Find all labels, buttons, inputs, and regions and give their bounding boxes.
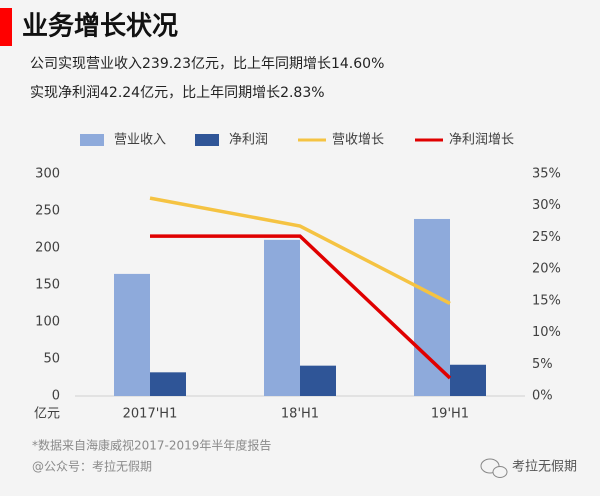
y-tick-label: 250 <box>35 204 60 219</box>
bar <box>264 239 300 396</box>
legend-label: 营收增长 <box>332 133 384 148</box>
y2-tick-label: 15% <box>532 293 561 308</box>
y-tick-label: 100 <box>35 315 60 330</box>
legend-label: 净利润增长 <box>449 133 514 148</box>
subtitle: 实现净利润42.24亿元，比上年同期增长2.83% <box>30 85 325 101</box>
watermark-icon <box>480 458 508 478</box>
y-tick-label: 200 <box>35 241 60 256</box>
y2-tick-label: 10% <box>532 325 561 340</box>
y-tick-label: 50 <box>43 352 60 367</box>
bar <box>300 365 336 396</box>
y2-tick-label: 5% <box>532 357 553 372</box>
legend-label: 净利润 <box>229 133 268 148</box>
footnote: *数据来自海康威视2017-2019年半年度报告 <box>32 438 271 453</box>
legend-label: 营业收入 <box>114 133 166 148</box>
y2-tick-label: 25% <box>532 230 561 245</box>
bar <box>414 218 450 396</box>
bar <box>450 364 486 396</box>
y-tick-label: 300 <box>35 167 60 182</box>
chart-title: 业务增长状况 <box>22 11 178 42</box>
y2-tick-label: 35% <box>532 167 561 182</box>
legend-swatch <box>80 134 104 146</box>
y-axis-label: 亿元 <box>34 407 60 422</box>
footnote: @公众号：考拉无假期 <box>32 459 152 474</box>
x-tick-label: 2017'H1 <box>123 407 178 422</box>
watermark: 考拉无假期 <box>512 460 577 475</box>
title-accent <box>0 8 12 46</box>
y-tick-label: 0 <box>52 389 60 404</box>
line <box>149 196 451 305</box>
y2-tick-label: 30% <box>532 198 561 213</box>
bar <box>114 273 150 396</box>
bar <box>150 372 186 396</box>
subtitle: 公司实现营业收入239.23亿元，比上年同期增长14.60% <box>30 56 384 72</box>
x-tick-label: 18'H1 <box>281 407 319 422</box>
y2-tick-label: 0% <box>532 389 553 404</box>
x-tick-label: 19'H1 <box>431 407 469 422</box>
line <box>150 234 452 380</box>
legend-swatch <box>195 134 219 146</box>
y-tick-label: 150 <box>35 278 60 293</box>
y2-tick-label: 20% <box>532 262 561 277</box>
